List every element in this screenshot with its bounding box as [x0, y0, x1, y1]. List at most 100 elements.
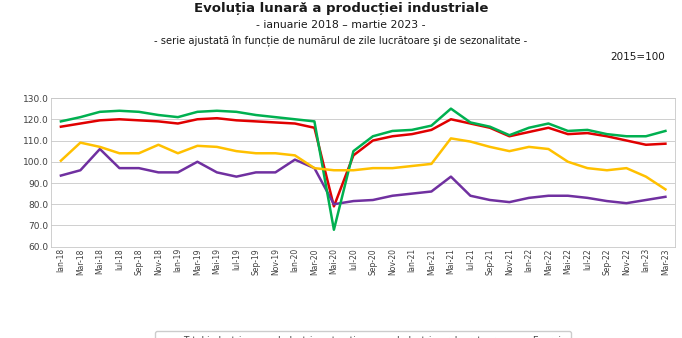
Text: - ianuarie 2018 – martie 2023 -: - ianuarie 2018 – martie 2023 -: [256, 20, 426, 30]
Energie: [369, 166, 377, 170]
Total industrie: [564, 132, 572, 136]
Total industrie: [486, 126, 494, 130]
Industria extractiva: [115, 166, 123, 170]
Total industrie: [525, 130, 533, 134]
Total industrie: [603, 134, 611, 138]
Energie: [135, 151, 143, 155]
Energie: [174, 151, 182, 155]
Industria prelucratoare: [623, 134, 631, 138]
Industria prelucratoare: [252, 113, 260, 117]
Total industrie: [583, 131, 591, 135]
Industria prelucratoare: [564, 129, 572, 133]
Total industrie: [135, 118, 143, 122]
Industria prelucratoare: [95, 110, 104, 114]
Industria extractiva: [623, 201, 631, 205]
Industria extractiva: [486, 198, 494, 202]
Industria extractiva: [447, 175, 455, 179]
Energie: [466, 140, 475, 144]
Industria prelucratoare: [213, 109, 221, 113]
Industria extractiva: [564, 194, 572, 198]
Industria prelucratoare: [505, 133, 514, 137]
Industria extractiva: [603, 199, 611, 203]
Industria prelucratoare: [583, 128, 591, 132]
Industria prelucratoare: [369, 134, 377, 138]
Industria prelucratoare: [466, 120, 475, 124]
Total industrie: [95, 118, 104, 122]
Energie: [291, 153, 299, 158]
Total industrie: [76, 121, 85, 125]
Industria prelucratoare: [408, 128, 416, 132]
Energie: [154, 143, 162, 147]
Industria prelucratoare: [154, 113, 162, 117]
Industria prelucratoare: [447, 106, 455, 111]
Total industrie: [369, 139, 377, 143]
Industria extractiva: [525, 196, 533, 200]
Total industrie: [291, 121, 299, 125]
Industria prelucratoare: [310, 119, 318, 123]
Energie: [525, 145, 533, 149]
Industria extractiva: [252, 170, 260, 174]
Text: Evoluția lunară a producției industriale: Evoluția lunară a producției industriale: [194, 2, 488, 15]
Industria prelucratoare: [349, 149, 357, 153]
Industria extractiva: [408, 192, 416, 196]
Total industrie: [193, 117, 201, 121]
Industria prelucratoare: [174, 115, 182, 119]
Industria extractiva: [76, 168, 85, 172]
Total industrie: [330, 204, 338, 209]
Energie: [388, 166, 396, 170]
Industria extractiva: [135, 166, 143, 170]
Line: Energie: Energie: [61, 138, 666, 189]
Total industrie: [154, 119, 162, 123]
Energie: [95, 145, 104, 149]
Energie: [213, 145, 221, 149]
Industria extractiva: [466, 194, 475, 198]
Industria prelucratoare: [642, 134, 650, 138]
Text: - serie ajustată în funcție de numărul de zile lucrătoare şi de sezonalitate -: - serie ajustată în funcție de numărul d…: [154, 35, 528, 47]
Energie: [583, 166, 591, 170]
Industria prelucratoare: [662, 129, 670, 133]
Energie: [310, 166, 318, 170]
Line: Total industrie: Total industrie: [61, 118, 666, 207]
Industria extractiva: [369, 198, 377, 202]
Text: 2015=100: 2015=100: [610, 52, 665, 63]
Energie: [57, 159, 65, 163]
Total industrie: [174, 121, 182, 125]
Energie: [252, 151, 260, 155]
Industria prelucratoare: [291, 117, 299, 121]
Industria extractiva: [544, 194, 552, 198]
Industria prelucratoare: [115, 109, 123, 113]
Industria extractiva: [213, 170, 221, 174]
Industria prelucratoare: [76, 115, 85, 119]
Energie: [662, 187, 670, 191]
Industria prelucratoare: [233, 110, 241, 114]
Energie: [623, 166, 631, 170]
Total industrie: [505, 134, 514, 138]
Industria extractiva: [291, 158, 299, 162]
Industria extractiva: [642, 198, 650, 202]
Industria prelucratoare: [271, 115, 280, 119]
Industria extractiva: [57, 173, 65, 177]
Industria extractiva: [154, 170, 162, 174]
Industria extractiva: [330, 202, 338, 206]
Total industrie: [544, 126, 552, 130]
Industria extractiva: [174, 170, 182, 174]
Energie: [544, 147, 552, 151]
Industria prelucratoare: [603, 132, 611, 136]
Industria extractiva: [95, 147, 104, 151]
Total industrie: [642, 143, 650, 147]
Energie: [447, 136, 455, 140]
Total industrie: [252, 119, 260, 123]
Industria prelucratoare: [135, 110, 143, 114]
Industria extractiva: [193, 160, 201, 164]
Total industrie: [662, 142, 670, 146]
Industria extractiva: [388, 194, 396, 198]
Industria prelucratoare: [330, 228, 338, 232]
Industria prelucratoare: [544, 121, 552, 125]
Energie: [115, 151, 123, 155]
Energie: [564, 160, 572, 164]
Energie: [428, 162, 436, 166]
Line: Industria prelucratoare: Industria prelucratoare: [61, 108, 666, 230]
Industria prelucratoare: [428, 124, 436, 128]
Energie: [76, 141, 85, 145]
Industria extractiva: [349, 199, 357, 203]
